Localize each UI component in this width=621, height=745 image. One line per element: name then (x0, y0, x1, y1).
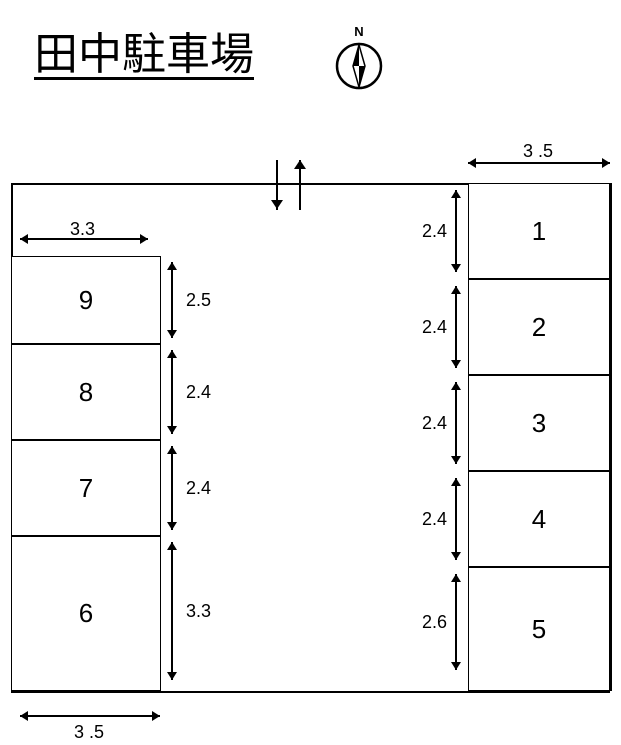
arrow-head (294, 160, 306, 169)
arrow-head (451, 360, 461, 368)
arrow-head (451, 264, 461, 272)
left_block-space-7: 7 (11, 440, 161, 536)
right_block-space-5: 5 (468, 567, 610, 691)
space-label: 1 (532, 216, 546, 247)
space-label: 7 (79, 473, 93, 504)
dim-arrow-vertical (455, 286, 457, 368)
dim-arrow-vertical (455, 382, 457, 464)
arrow-head (451, 552, 461, 560)
dim-arrow-vertical (455, 574, 457, 670)
arrow-head (468, 158, 476, 168)
dim-label: 2.4 (186, 478, 211, 499)
space-label: 2 (532, 312, 546, 343)
arrow-head (451, 382, 461, 390)
space-label: 8 (79, 377, 93, 408)
arrow-head (451, 478, 461, 486)
dim-arrow-vertical (171, 542, 173, 680)
dim-label: 2.4 (422, 317, 447, 338)
arrow-head (167, 446, 177, 454)
arrow-head (451, 190, 461, 198)
arrow-head (20, 234, 28, 244)
dim-arrow-vertical (455, 478, 457, 560)
space-label: 5 (532, 614, 546, 645)
dim-label: 3 .5 (523, 141, 553, 162)
page-title: 田中駐車場 (34, 18, 254, 82)
space-label: 6 (79, 598, 93, 629)
dim-arrow-horizontal (468, 162, 610, 164)
space-label: 4 (532, 504, 546, 535)
arrow-head (451, 456, 461, 464)
arrow-head (451, 662, 461, 670)
arrow-head (167, 350, 177, 358)
arrow-head (167, 522, 177, 530)
dim-label: 2.4 (422, 509, 447, 530)
dim-label: 2.4 (422, 221, 447, 242)
arrow-head (167, 426, 177, 434)
compass: N (334, 24, 384, 96)
dim-arrow-vertical (171, 446, 173, 530)
arrow-head (602, 158, 610, 168)
arrow-head (140, 234, 148, 244)
dim-arrow-vertical (171, 262, 173, 338)
arrow-head (451, 574, 461, 582)
dim-arrow-vertical (455, 190, 457, 272)
arrow-head (167, 262, 177, 270)
arrow-head (167, 330, 177, 338)
dim-label: 2.5 (186, 290, 211, 311)
arrow-head (167, 542, 177, 550)
arrow-head (20, 711, 28, 721)
dim-arrow-vertical (171, 350, 173, 434)
arrow-head (167, 672, 177, 680)
dim-label: 3.3 (186, 601, 211, 622)
right_block-space-4: 4 (468, 471, 610, 567)
compass-label: N (334, 24, 384, 39)
space-label: 3 (532, 408, 546, 439)
lot-edge (610, 183, 612, 691)
right_block-space-2: 2 (468, 279, 610, 375)
left_block-space-6: 6 (11, 536, 161, 691)
space-label: 9 (79, 285, 93, 316)
lot-edge (11, 691, 610, 693)
arrow-head (152, 711, 160, 721)
dim-label: 3 .5 (74, 722, 104, 743)
arrow-head (451, 286, 461, 294)
dim-label: 3.3 (70, 219, 95, 240)
arrow-head (271, 200, 283, 209)
compass-icon (334, 41, 384, 91)
left_block-space-8: 8 (11, 344, 161, 440)
dim-arrow-horizontal (20, 715, 160, 717)
right_block-space-1: 1 (468, 183, 610, 279)
lot-edge (11, 183, 13, 245)
right_block-space-3: 3 (468, 375, 610, 471)
dim-label: 2.4 (186, 382, 211, 403)
dim-label: 2.4 (422, 413, 447, 434)
left_block-space-9: 9 (11, 256, 161, 344)
dim-label: 2.6 (422, 612, 447, 633)
